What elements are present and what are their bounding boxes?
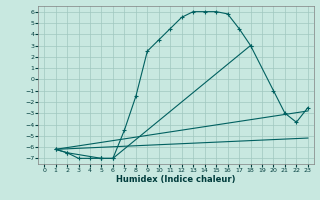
X-axis label: Humidex (Indice chaleur): Humidex (Indice chaleur) [116,175,236,184]
